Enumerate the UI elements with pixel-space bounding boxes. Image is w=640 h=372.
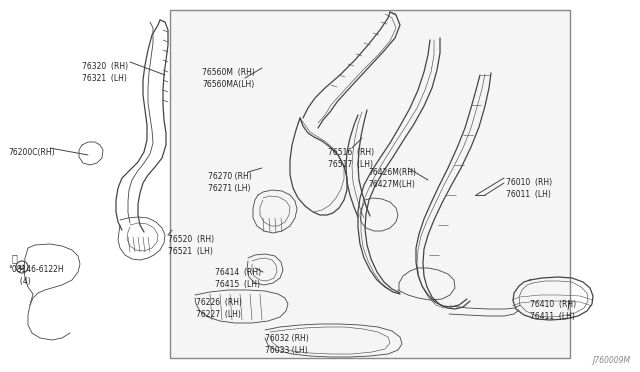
Text: 76516  (RH)
76517  (LH): 76516 (RH) 76517 (LH) xyxy=(328,148,374,169)
Text: J760009M: J760009M xyxy=(592,356,630,365)
Text: Ⓑ: Ⓑ xyxy=(11,253,17,263)
Circle shape xyxy=(19,264,24,269)
Text: °08146-6122H
     (4): °08146-6122H (4) xyxy=(8,265,63,286)
Text: 76410  (RH)
76411  (LH): 76410 (RH) 76411 (LH) xyxy=(530,300,576,321)
Text: 76270 (RH)
76271 (LH): 76270 (RH) 76271 (LH) xyxy=(208,172,252,193)
Bar xyxy=(170,10,570,358)
Text: 76560M  (RH)
76560MA(LH): 76560M (RH) 76560MA(LH) xyxy=(202,68,255,89)
Text: 76414  (RH)
76415  (LH): 76414 (RH) 76415 (LH) xyxy=(215,268,261,289)
Text: 76320  (RH)
76321  (LH): 76320 (RH) 76321 (LH) xyxy=(82,62,128,83)
Text: 76200C(RH): 76200C(RH) xyxy=(8,148,54,157)
Text: 76010  (RH)
76011  (LH): 76010 (RH) 76011 (LH) xyxy=(506,178,552,199)
Text: 76226  (RH)
76227  (LH): 76226 (RH) 76227 (LH) xyxy=(196,298,242,319)
Text: 76520  (RH)
76521  (LH): 76520 (RH) 76521 (LH) xyxy=(168,235,214,256)
Text: B: B xyxy=(20,264,24,269)
Text: 76426M(RH)
76427M(LH): 76426M(RH) 76427M(LH) xyxy=(368,168,416,189)
Text: 76032 (RH)
76033 (LH): 76032 (RH) 76033 (LH) xyxy=(265,334,308,355)
